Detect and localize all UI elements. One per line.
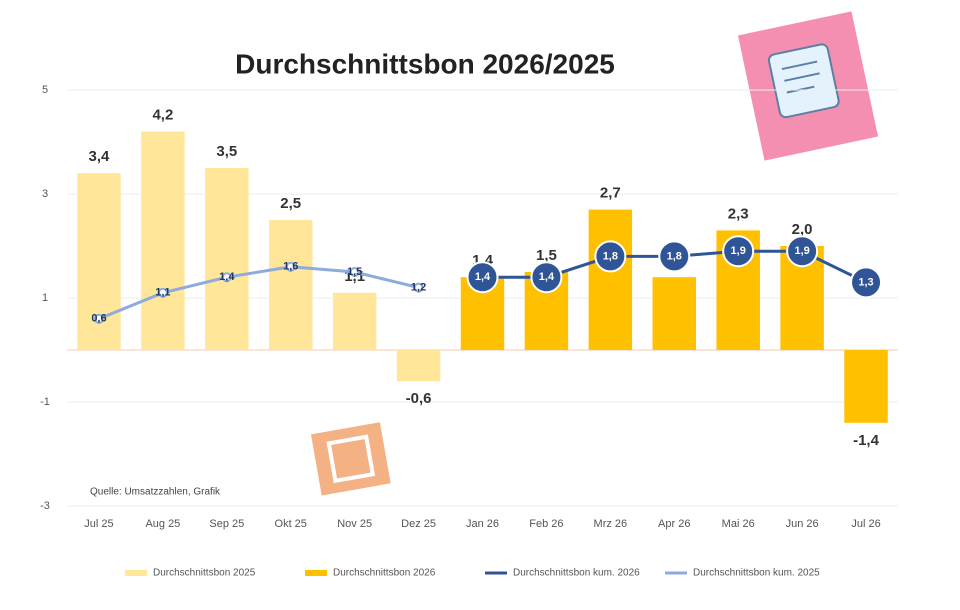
bar-value-label: -1,4 xyxy=(853,432,880,449)
line-value-label: 1,9 xyxy=(794,245,809,257)
legend-label: Durchschnittsbon 2025 xyxy=(153,568,256,579)
x-tick-label: Nov 25 xyxy=(337,518,372,530)
bar-value-label: -0,6 xyxy=(406,390,432,407)
line-value-label: 1,2 xyxy=(411,282,426,294)
logo-bg xyxy=(310,422,391,496)
bar-value-label: 2,3 xyxy=(728,205,749,222)
bar-value-label: 3,4 xyxy=(89,148,111,165)
line-value-label: 1,4 xyxy=(539,271,555,283)
line-value-label: 1,9 xyxy=(731,245,746,257)
line-value-label: 1,4 xyxy=(219,271,235,283)
y-tick-label: 3 xyxy=(42,188,48,200)
bar xyxy=(141,131,185,350)
x-tick-label: Feb 26 xyxy=(529,518,563,530)
x-tick-label: Sep 25 xyxy=(209,518,244,530)
line-marker xyxy=(157,287,168,298)
line-marker xyxy=(413,282,424,293)
line-marker xyxy=(658,240,691,273)
line-value-label: 1,5 xyxy=(347,266,362,278)
bar xyxy=(205,168,249,350)
line-marker xyxy=(93,313,104,324)
line-marker xyxy=(786,235,819,268)
legend-label: Durchschnittsbon 2026 xyxy=(333,568,436,579)
bar xyxy=(844,350,888,423)
logo-frame xyxy=(326,434,376,484)
bar xyxy=(268,220,313,350)
y-tick-label: 1 xyxy=(42,292,48,304)
y-tick-label: 5 xyxy=(42,84,48,96)
legend-label: Durchschnittsbon kum. 2026 xyxy=(513,568,640,579)
chart-title: Durchschnittsbon 2026/2025 xyxy=(235,48,615,79)
x-tick-label: Dez 25 xyxy=(401,518,436,530)
line-value-label: 1,8 xyxy=(667,250,682,262)
x-tick-label: Jun 26 xyxy=(786,518,819,530)
bar-value-label: 4,2 xyxy=(152,107,173,124)
y-tick-label: -1 xyxy=(40,396,50,408)
line-marker xyxy=(285,261,296,272)
line-value-label: 1,3 xyxy=(858,276,873,288)
x-tick-label: Jul 26 xyxy=(851,518,880,530)
line-value-label: 1,8 xyxy=(603,250,618,262)
x-tick-label: Mrz 26 xyxy=(594,518,628,530)
line-marker xyxy=(850,266,883,299)
bar xyxy=(652,277,697,350)
bar-value-label: 2,5 xyxy=(280,195,301,212)
bar xyxy=(332,292,377,350)
line-marker xyxy=(349,267,360,277)
logo-icon xyxy=(310,422,391,496)
line-marker xyxy=(466,261,499,294)
x-tick-label: Aug 25 xyxy=(145,518,180,530)
y-tick-label: -3 xyxy=(40,500,50,512)
line-marker xyxy=(221,272,232,283)
x-tick-label: Mai 26 xyxy=(722,518,755,530)
icon-line xyxy=(784,72,820,82)
bar xyxy=(588,209,633,350)
line xyxy=(98,265,419,321)
bar-value-label: 3,5 xyxy=(216,143,237,160)
line-value-label: 1,6 xyxy=(283,261,298,273)
legend-label: Durchschnittsbon kum. 2025 xyxy=(693,568,820,579)
x-tick-label: Jan 26 xyxy=(466,518,499,530)
icon-line xyxy=(781,60,818,71)
line-marker xyxy=(722,235,755,268)
line-value-label: 1,4 xyxy=(475,271,491,283)
bar-value-label: 2,7 xyxy=(600,185,621,202)
line-value-label: 0,6 xyxy=(91,313,106,325)
icon-paper xyxy=(767,43,840,119)
bar-value-label: 1,5 xyxy=(536,247,557,264)
source-note: Quelle: Umsatzzahlen, Grafik xyxy=(90,487,221,498)
bar xyxy=(396,350,441,382)
x-tick-label: Apr 26 xyxy=(658,518,690,530)
x-tick-label: Okt 25 xyxy=(275,518,307,530)
receipt-icon xyxy=(737,11,879,161)
line-value-label: 1,1 xyxy=(155,287,170,299)
bar-value-label: 2,0 xyxy=(792,221,813,238)
line-marker xyxy=(530,261,563,294)
x-tick-label: Jul 25 xyxy=(84,518,113,530)
line-marker xyxy=(594,240,627,273)
